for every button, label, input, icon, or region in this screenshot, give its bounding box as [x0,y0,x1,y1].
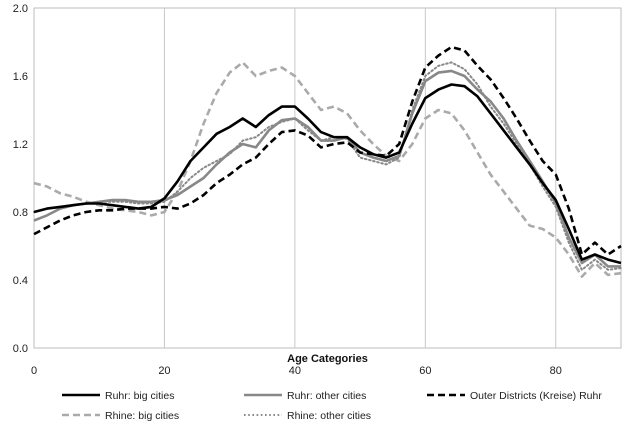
y-tick-label: 0.0 [13,343,28,355]
series-lines [33,45,622,278]
legend: Ruhr: big cities Ruhr: other cities Outer … [62,390,602,422]
legend-label-0: Ruhr: big cities [105,390,174,402]
y-tick-label: 0.8 [13,207,28,219]
y-tick-label: 0.4 [13,275,28,287]
plot-area [33,7,622,349]
x-tick-labels: 0 20 40 60 80 [31,365,562,377]
legend-label-3: Rhine: big cities [105,410,179,422]
y-tick-label: 2.0 [13,3,28,15]
x-tick-label: 20 [158,365,170,377]
y-tick-label: 1.6 [13,71,28,83]
x-tick-label: 60 [419,365,431,377]
x-tick-label: 80 [550,365,562,377]
series-line-0 [33,83,622,265]
plot-frame [33,7,622,349]
series-line-1 [33,69,621,268]
legend-label-4: Rhine: other cities [287,410,371,422]
legend-label-1: Ruhr: other cities [287,390,366,402]
x-tick-label: 0 [31,365,37,377]
series-line-3 [33,61,622,278]
x-axis-title: Age Categories [287,353,368,365]
x-tick-label: 40 [289,365,301,377]
series-line-2 [33,45,622,256]
y-tick-labels: 0.0 0.4 0.8 1.2 1.6 2.0 [13,3,28,355]
legend-label-2: Outer Districts (Kreise) Ruhr [470,390,602,402]
y-tick-label: 1.2 [13,139,28,151]
